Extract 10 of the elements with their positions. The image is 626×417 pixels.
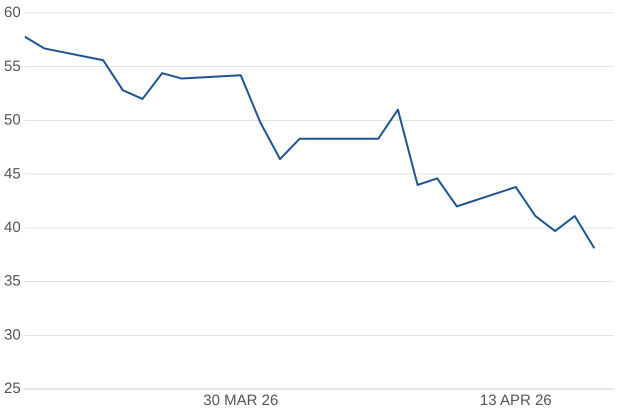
y-tick-label: 25 (4, 380, 21, 398)
y-tick-label: 35 (4, 272, 21, 290)
y-tick-label: 40 (4, 219, 21, 236)
y-tick-label: 60 (4, 4, 21, 22)
y-tick-label: 50 (4, 112, 21, 129)
x-tick-label: 30 MAR 26 (203, 392, 278, 410)
y-tick-label: 30 (4, 326, 21, 344)
x-tick-label: 13 APR 26 (480, 392, 552, 410)
y-tick-label: 55 (4, 58, 21, 75)
y-tick-label: 45 (4, 165, 21, 182)
